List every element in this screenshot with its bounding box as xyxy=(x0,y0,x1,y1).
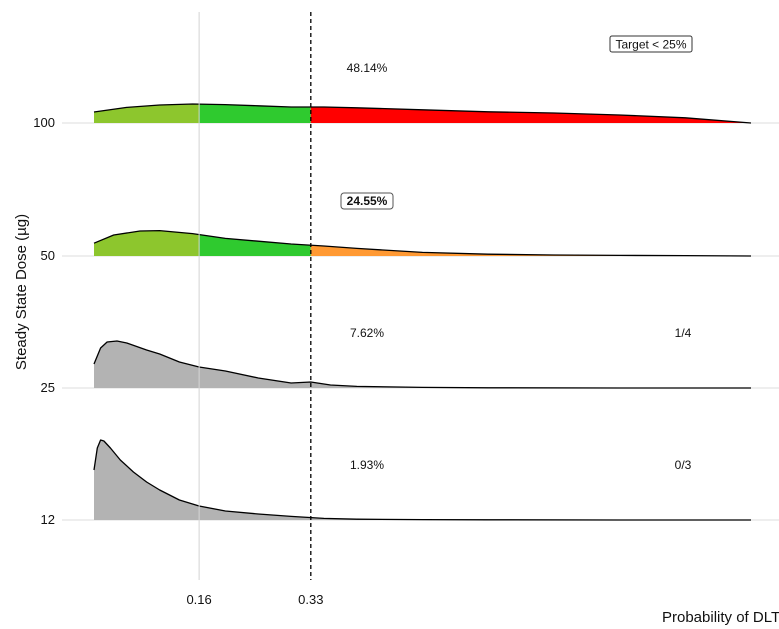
dose-tick-label: 100 xyxy=(33,115,55,130)
density-outline xyxy=(93,229,752,257)
reference-lines xyxy=(198,12,312,580)
density-ridge-12 xyxy=(93,439,751,521)
y-axis-title: Steady State Dose (µg) xyxy=(13,214,30,370)
overdose-percent-100: 48.14% xyxy=(347,61,388,75)
density-band xyxy=(310,245,751,256)
label-layer: 100 48.14% 50 24.55% 25 7.62% 1/4 12 1.93% 0/3 0.1… xyxy=(33,61,691,607)
overdose-percent-12: 1.93% xyxy=(350,458,384,472)
overdose-percent-box xyxy=(340,192,394,210)
density-ridge-50 xyxy=(93,229,752,257)
density-band xyxy=(94,440,200,520)
x-axis-title: Probability of DLT xyxy=(662,609,779,626)
ridge-layer xyxy=(93,103,752,521)
density-outline xyxy=(93,340,751,389)
target-legend-label: Target < 25% xyxy=(615,38,686,52)
density-band xyxy=(199,234,311,256)
density-band xyxy=(94,230,200,256)
density-outline xyxy=(93,439,751,521)
dose-tick-label: 25 xyxy=(41,380,55,395)
target-legend: Target < 25% xyxy=(609,35,693,53)
grid-layer xyxy=(62,122,779,521)
target-legend-box xyxy=(609,35,693,53)
density-ridge-25 xyxy=(93,340,751,389)
density-ridge-100 xyxy=(93,103,752,124)
overdose-percent-50: 24.55% xyxy=(347,194,388,208)
density-band xyxy=(94,341,200,388)
density-band xyxy=(310,107,751,123)
x-tick-label: 0.33 xyxy=(298,592,323,607)
dose-tick-label: 12 xyxy=(41,512,55,527)
density-band xyxy=(94,104,200,123)
density-band xyxy=(310,382,751,388)
density-band xyxy=(199,104,311,123)
overdose-percent-25: 7.62% xyxy=(350,326,384,340)
x-tick-label: 0.16 xyxy=(186,592,211,607)
dlt-fraction-12: 0/3 xyxy=(675,458,692,472)
density-outline xyxy=(93,103,752,124)
density-band xyxy=(199,506,311,520)
dlt-fraction-25: 1/4 xyxy=(675,326,692,340)
dose-tick-label: 50 xyxy=(41,248,55,263)
